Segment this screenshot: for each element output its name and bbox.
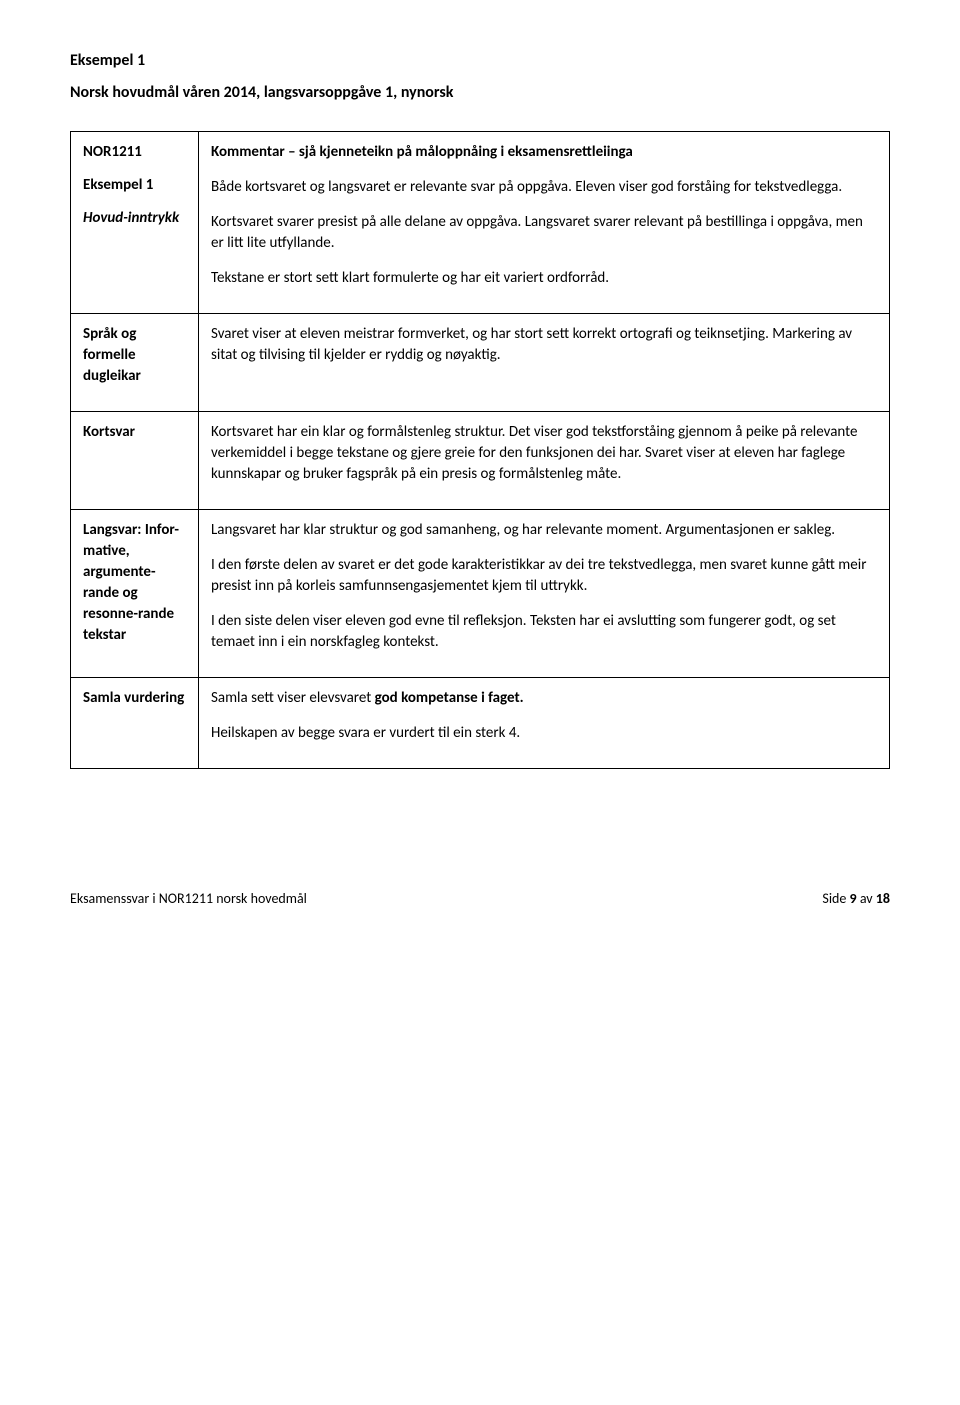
row-content-paragraph: Kortsvaret svarer presist på alle delane… — [211, 212, 877, 254]
row-content-heading: Kommentar – sjå kjenneteikn på måloppnåi… — [211, 142, 877, 163]
row-label-line: Langsvar: Infor-mative, argumente-rande … — [83, 520, 186, 646]
row-label: Samla vurdering — [71, 677, 199, 768]
table-row: NOR1211 Eksempel 1 Hovud-inntrykk Kommentar… — [71, 131, 890, 313]
row-content-paragraph: Svaret viser at eleven meistrar formverk… — [211, 324, 877, 366]
row-label-line: Hovud-inntrykk — [83, 208, 186, 229]
row-label-line: Språk og formelle dugleikar — [83, 324, 186, 387]
row-content: Kortsvaret har ein klar og formålstenleg… — [199, 411, 890, 509]
row-content-paragraph: Kortsvaret har ein klar og formålstenleg… — [211, 422, 877, 485]
table-row: Langsvar: Infor-mative, argumente-rande … — [71, 509, 890, 677]
row-label-line: Samla vurdering — [83, 688, 186, 709]
row-content-paragraph: Samla sett viser elevsvaret god kompetan… — [211, 688, 877, 709]
row-label-line: NOR1211 — [83, 142, 186, 163]
row-label: Kortsvar — [71, 411, 199, 509]
row-content-paragraph: Heilskapen av begge svara er vurdert til… — [211, 723, 877, 744]
row-label: Langsvar: Infor-mative, argumente-rande … — [71, 509, 199, 677]
footer-right: Side 9 av 18 — [822, 889, 890, 909]
row-content: Langsvaret har klar struktur og god sama… — [199, 509, 890, 677]
row-content-paragraph: Både kortsvaret og langsvaret er relevan… — [211, 177, 877, 198]
row-content: Svaret viser at eleven meistrar formverk… — [199, 313, 890, 411]
row-content-paragraph: Tekstane er stort sett klart formulerte … — [211, 268, 877, 289]
row-content-paragraph: I den første delen av svaret er det gode… — [211, 555, 877, 597]
heading-subtitle: Norsk hovudmål våren 2014, langsvarsoppg… — [70, 82, 890, 104]
row-content-paragraph: I den siste delen viser eleven god evne … — [211, 611, 877, 653]
table-row: Språk og formelle dugleikar Svaret viser … — [71, 313, 890, 411]
row-label: NOR1211 Eksempel 1 Hovud-inntrykk — [71, 131, 199, 313]
table-row: Samla vurdering Samla sett viser elevsvar… — [71, 677, 890, 768]
row-content: Kommentar – sjå kjenneteikn på måloppnåi… — [199, 131, 890, 313]
footer-left: Eksamenssvar i NOR1211 norsk hovedmål — [70, 889, 307, 909]
row-label: Språk og formelle dugleikar — [71, 313, 199, 411]
row-label-line: Eksempel 1 — [83, 175, 186, 196]
page-footer: Eksamenssvar i NOR1211 norsk hovedmål Si… — [70, 889, 890, 909]
table-row: Kortsvar Kortsvaret har ein klar og formå… — [71, 411, 890, 509]
row-content: Samla sett viser elevsvaret god kompetan… — [199, 677, 890, 768]
assessment-table: NOR1211 Eksempel 1 Hovud-inntrykk Kommentar… — [70, 131, 890, 769]
row-label-line: Kortsvar — [83, 422, 186, 443]
heading-example: Eksempel 1 — [70, 50, 890, 72]
row-content-paragraph: Langsvaret har klar struktur og god sama… — [211, 520, 877, 541]
